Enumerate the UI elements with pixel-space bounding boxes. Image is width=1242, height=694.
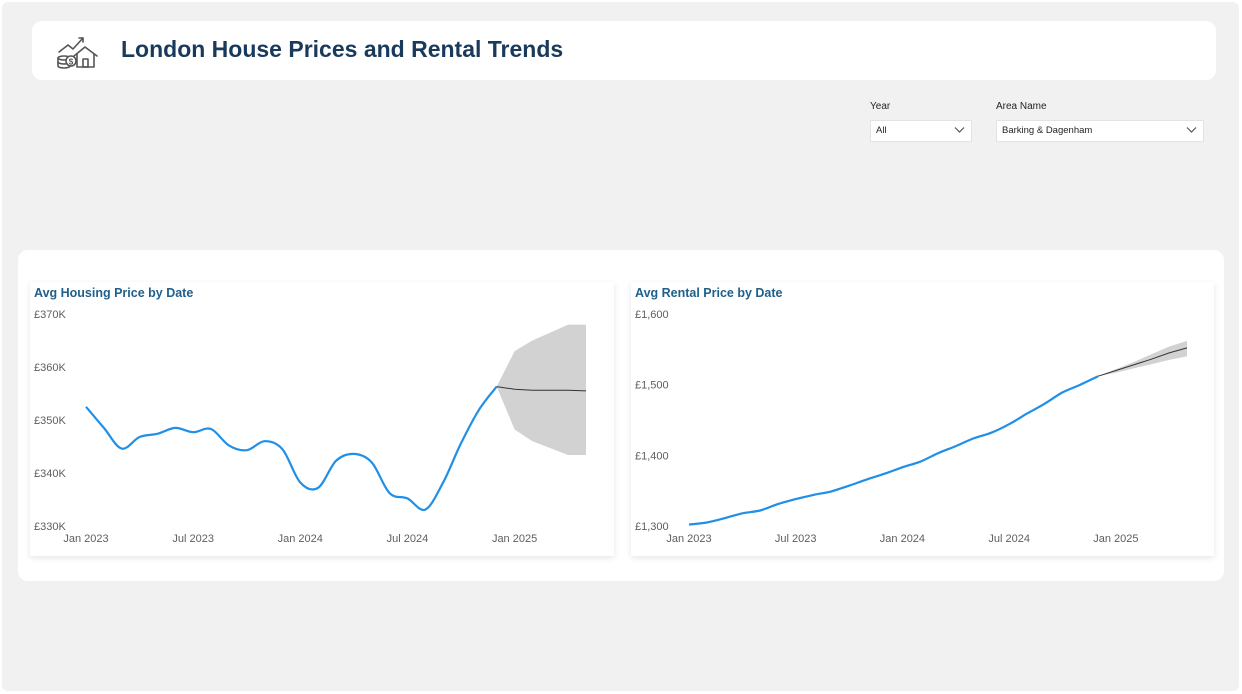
x-tick-label: Jan 2024 [880,533,925,545]
x-tick-label: Jul 2023 [775,533,817,545]
y-tick-label: £340K [34,468,66,480]
forecast-line [1097,347,1188,377]
year-dropdown-value: All [876,125,887,136]
chart-title: Avg Rental Price by Date [635,286,783,300]
y-tick-label: £370K [34,309,66,321]
rental-price-chart[interactable]: Avg Rental Price by Date £1,300 £1,400 £1,… [631,282,1214,556]
forecast-line [496,386,587,392]
x-tick-label: Jul 2024 [988,533,1030,545]
housing-price-chart-svg: Avg Housing Price by Date £330K £340K £350… [34,286,587,545]
x-tick-label: Jul 2023 [172,533,214,545]
year-slicer: Year All [870,101,972,142]
forecast-band [1098,340,1187,377]
y-tick-label: £1,300 [635,521,669,533]
area-dropdown[interactable]: Barking & Dagenham [996,120,1204,142]
x-tick-label: Jan 2023 [666,533,711,545]
series-line [688,375,1099,526]
forecast-band [496,324,586,455]
series-line [85,385,498,512]
y-tick-label: £1,500 [635,380,669,392]
chevron-down-icon [1186,127,1197,133]
chart-title: Avg Housing Price by Date [34,286,193,300]
header-card: $ London House Prices and Rental Trends [32,21,1216,80]
area-slicer: Area Name Barking & Dagenham [996,101,1204,142]
chevron-down-icon [954,127,965,133]
x-tick-label: Jan 2024 [278,533,323,545]
y-tick-label: £1,400 [635,450,669,462]
page-title: London House Prices and Rental Trends [121,36,564,62]
year-dropdown[interactable]: All [870,120,972,142]
x-tick-label: Jan 2025 [492,533,537,545]
x-tick-label: Jul 2024 [387,533,429,545]
rental-price-chart-svg: Avg Rental Price by Date £1,300 £1,400 £1,… [635,286,1188,545]
area-dropdown-value: Barking & Dagenham [1002,125,1093,136]
x-tick-label: Jan 2025 [1093,533,1138,545]
house-price-growth-icon: $ [57,37,98,69]
svg-text:$: $ [69,58,74,67]
year-slicer-label: Year [870,101,891,112]
y-tick-label: £330K [34,521,66,533]
y-tick-label: £1,600 [635,309,669,321]
housing-price-chart[interactable]: Avg Housing Price by Date £330K £340K £350… [30,282,614,556]
y-tick-label: £350K [34,415,66,427]
y-tick-label: £360K [34,362,66,374]
x-tick-label: Jan 2023 [63,533,108,545]
area-slicer-label: Area Name [996,101,1047,112]
